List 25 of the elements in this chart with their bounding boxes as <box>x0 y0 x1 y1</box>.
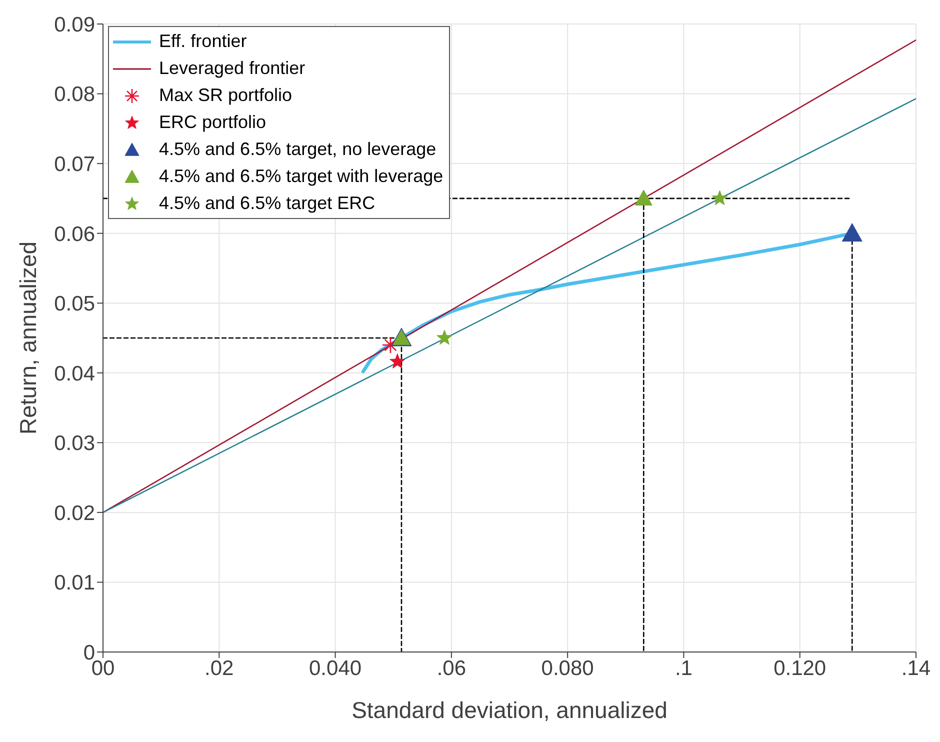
x-axis-title: Standard deviation, annualized <box>352 697 668 723</box>
y-tick-label: 0.06 <box>54 222 95 246</box>
x-tick-label: .1 <box>674 656 692 680</box>
x-tick-label: 0.120 <box>774 656 826 680</box>
y-tick-label: 0.07 <box>54 153 95 176</box>
x-tick-label: .02 <box>204 656 234 680</box>
legend-label: Leveraged frontier <box>159 58 306 79</box>
y-tick-label: 0.09 <box>54 13 95 36</box>
legend-label: ERC portfolio <box>159 112 266 133</box>
y-tick-label: 0.05 <box>54 292 95 316</box>
x-tick-label: .06 <box>436 656 466 680</box>
x-tick-label: 0.040 <box>309 656 362 680</box>
legend-label: 4.5% and 6.5% target, no leverage <box>159 139 436 160</box>
x-tick-label: 0.080 <box>541 656 594 680</box>
x-tick-label: .14 <box>901 656 931 680</box>
y-axis-title: Return, annualized <box>15 241 42 435</box>
legend-label: 4.5% and 6.5% target ERC <box>159 193 376 214</box>
y-tick-label: 0.04 <box>54 362 96 386</box>
y-tick-label: 0.02 <box>54 502 95 525</box>
legend-label: Eff. frontier <box>159 31 247 52</box>
y-tick-label: 0.03 <box>54 432 95 456</box>
y-tick-label: 0.01 <box>54 572 95 595</box>
y-tick-label: 0.08 <box>54 83 95 106</box>
legend-label: Max SR portfolio <box>159 85 292 106</box>
legend-label: 4.5% and 6.5% target with leverage <box>159 166 444 187</box>
